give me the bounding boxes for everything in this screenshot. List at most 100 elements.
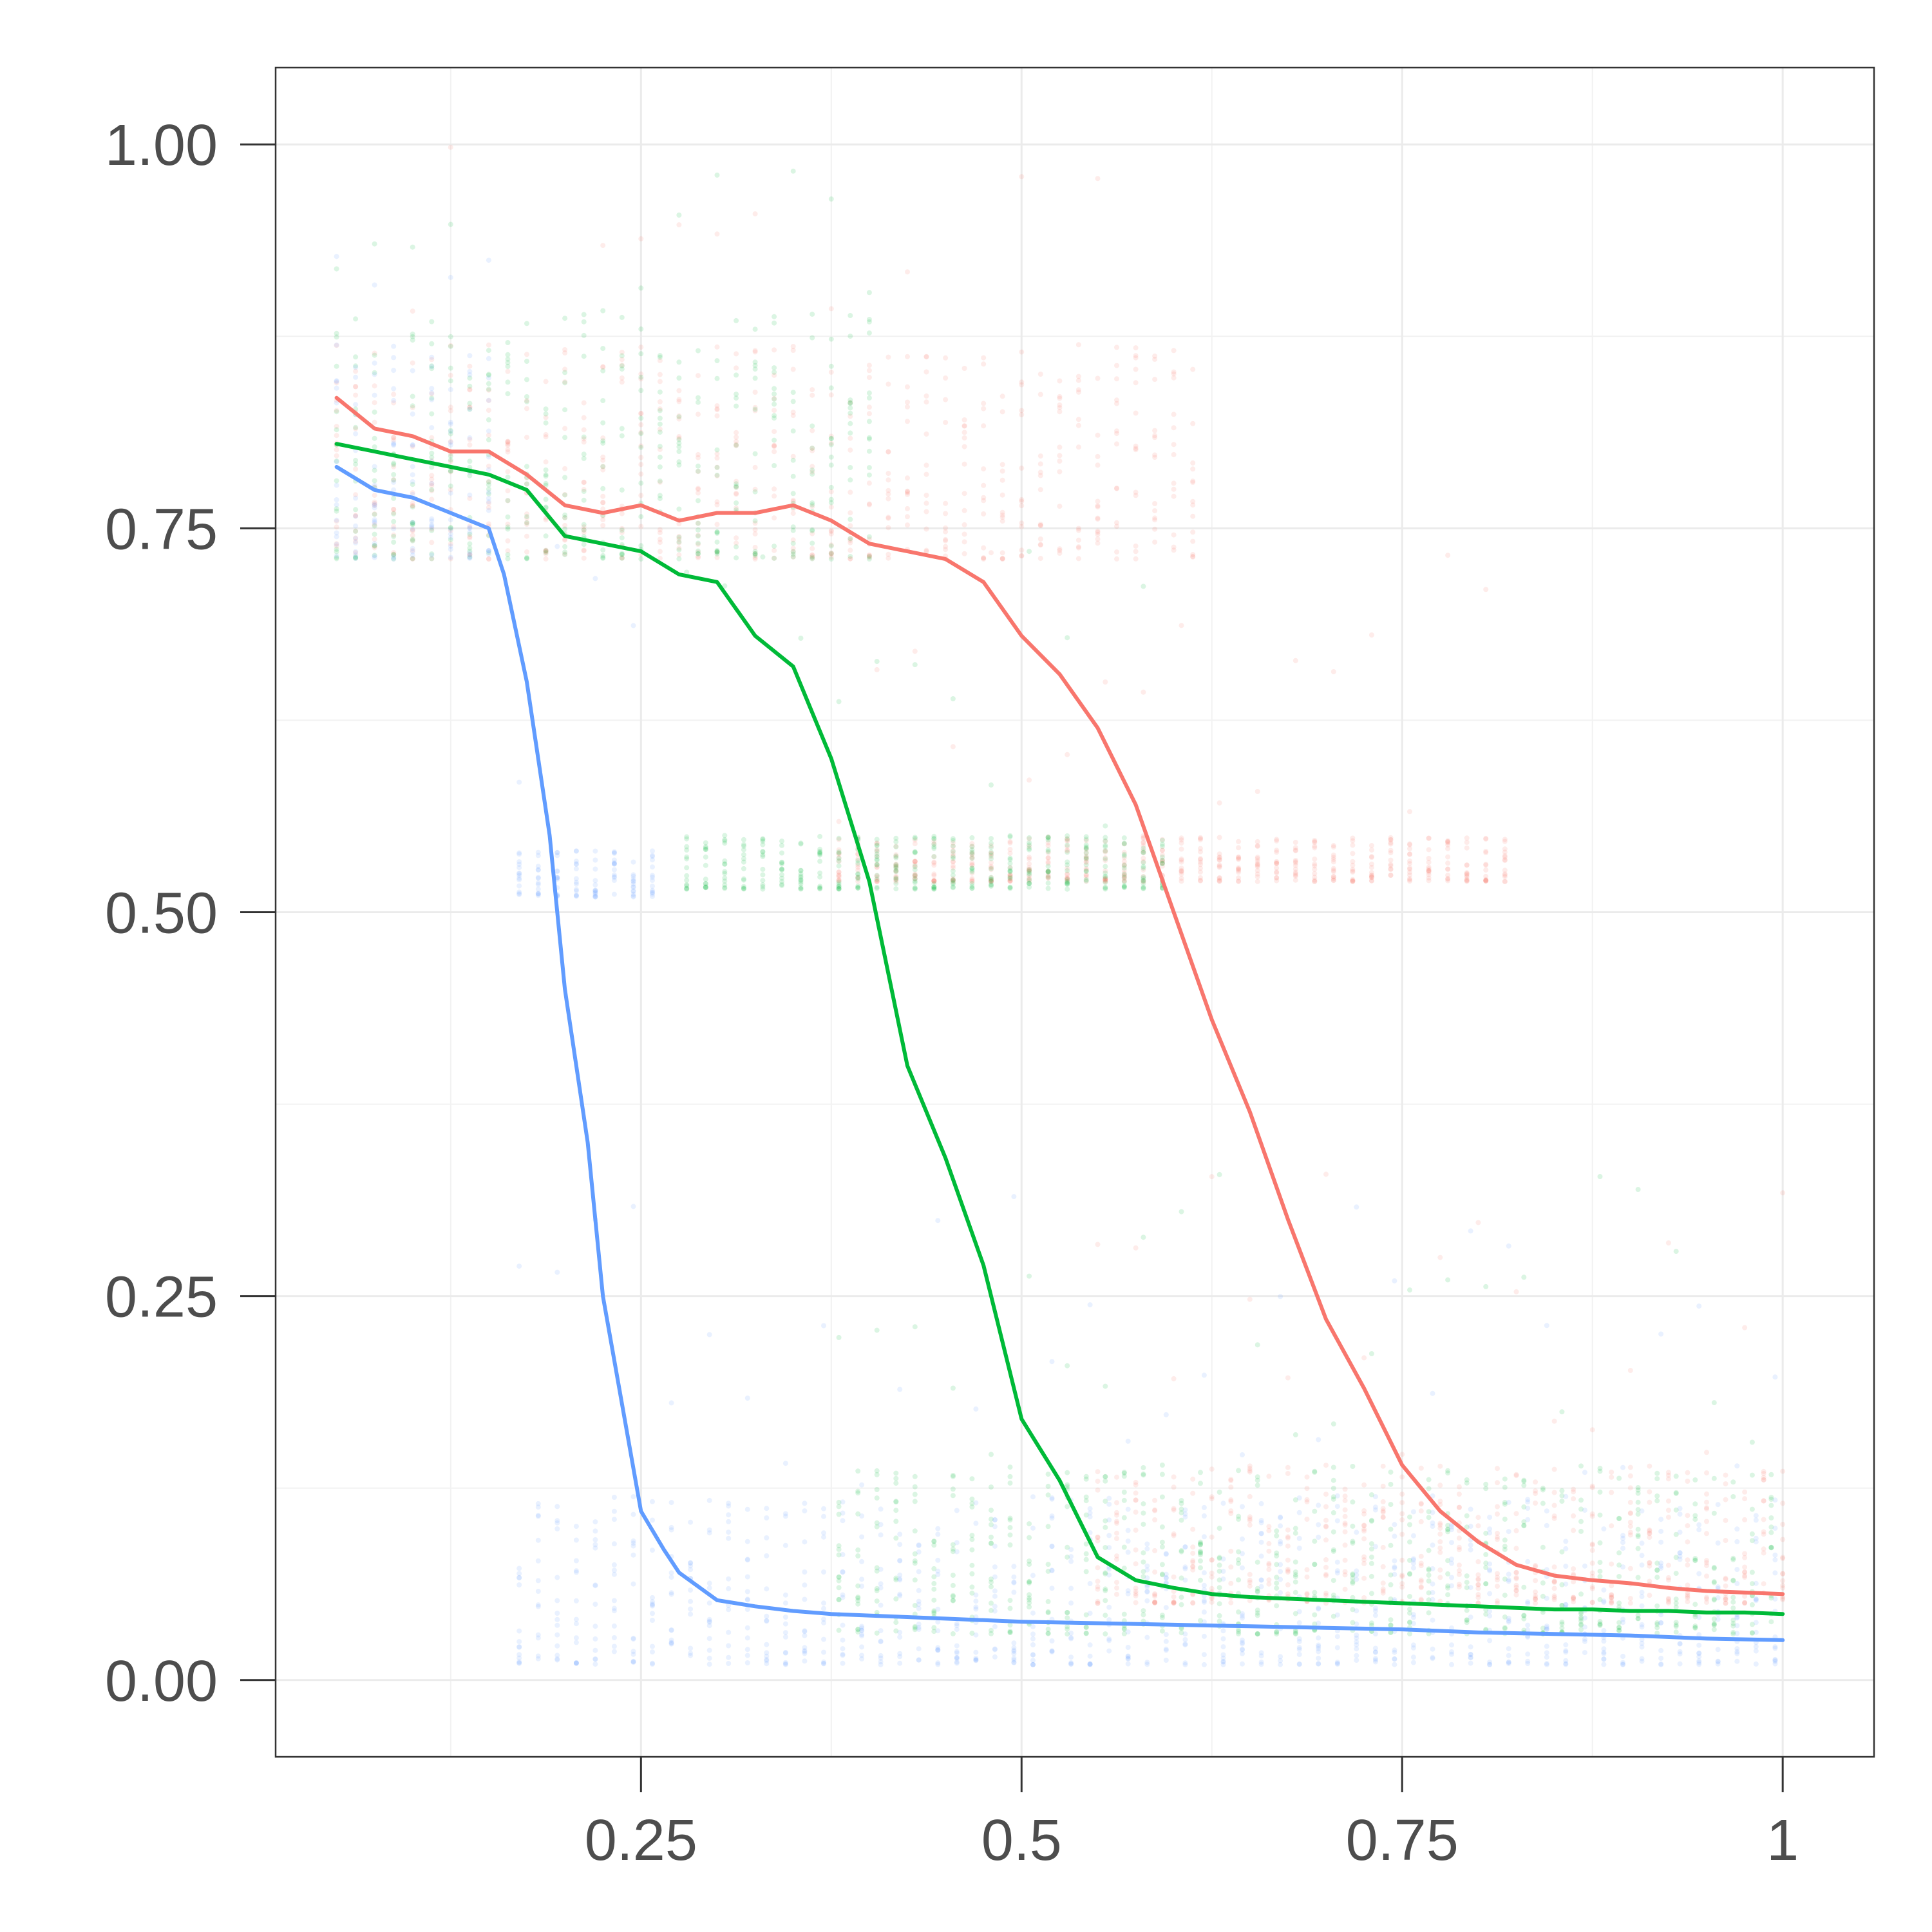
scatter-point (1293, 873, 1298, 879)
scatter-point (1742, 1555, 1748, 1560)
scatter-point (600, 368, 606, 374)
scatter-point (650, 1499, 655, 1504)
scatter-point (1258, 1539, 1264, 1545)
scatter-point (1121, 851, 1127, 857)
scatter-point (1182, 1564, 1188, 1570)
scatter-point (706, 1616, 712, 1622)
scatter-point (886, 354, 891, 360)
scatter-point (1426, 860, 1432, 865)
scatter-point (1179, 1501, 1184, 1506)
scatter-point (1609, 1592, 1615, 1598)
scatter-point (1027, 1521, 1032, 1527)
scatter-point (1103, 876, 1108, 882)
scatter-point (782, 1542, 788, 1548)
scatter-point (638, 236, 644, 242)
scatter-point (1658, 1528, 1664, 1534)
scatter-point (516, 1639, 522, 1645)
scatter-point (836, 1627, 842, 1633)
scatter-point (1571, 1595, 1577, 1600)
scatter-point (1228, 1499, 1234, 1504)
scatter-point (734, 535, 739, 541)
scatter-point (1350, 851, 1356, 857)
scatter-point (1449, 1560, 1454, 1566)
scatter-point (1772, 1497, 1778, 1503)
scatter-point (1772, 1374, 1778, 1380)
scatter-point (893, 1519, 899, 1524)
scatter-point (1658, 1662, 1664, 1667)
scatter-point (562, 526, 568, 532)
scatter-point (372, 553, 377, 558)
scatter-point (1068, 1635, 1074, 1640)
scatter-point (1665, 1476, 1671, 1482)
scatter-point (1350, 1607, 1356, 1613)
scatter-point (1749, 1622, 1755, 1627)
scatter-point (1019, 465, 1025, 471)
scatter-point (1075, 389, 1081, 395)
scatter-point (1761, 1581, 1766, 1587)
scatter-point (505, 514, 511, 520)
scatter-point (855, 858, 861, 864)
scatter-point (893, 1499, 899, 1505)
scatter-point (752, 327, 758, 332)
scatter-point (334, 330, 339, 336)
scatter-point (1559, 1603, 1565, 1608)
scatter-point (1464, 862, 1470, 868)
scatter-point (1095, 1600, 1101, 1606)
scatter-point (1152, 356, 1158, 362)
scatter-point (573, 858, 579, 864)
scatter-point (1388, 837, 1394, 843)
scatter-point (836, 878, 842, 884)
scatter-point (1589, 1570, 1595, 1576)
scatter-point (429, 553, 435, 558)
scatter-point (836, 851, 842, 857)
scatter-point (1551, 1596, 1557, 1602)
scatter-point (923, 547, 929, 553)
scatter-point (448, 440, 453, 445)
scatter-point (859, 1624, 865, 1629)
scatter-point (1285, 1557, 1291, 1563)
scatter-point (912, 1603, 918, 1608)
scatter-point (1464, 1580, 1470, 1586)
scatter-point (353, 540, 359, 545)
scatter-point (1647, 1560, 1653, 1566)
scatter-point (855, 875, 861, 880)
scatter-point (592, 1545, 598, 1551)
scatter-point (1551, 1593, 1557, 1599)
scatter-point (836, 1578, 842, 1584)
scatter-point (1368, 843, 1374, 848)
scatter-point (836, 1499, 842, 1505)
scatter-point (1217, 862, 1222, 868)
scatter-point (1152, 377, 1158, 383)
scatter-point (772, 444, 777, 450)
scatter-point (1449, 1583, 1454, 1589)
scatter-point (486, 548, 491, 554)
scatter-point (334, 518, 339, 524)
scatter-point (1121, 841, 1127, 847)
scatter-point (668, 1590, 674, 1596)
scatter-point (954, 1540, 960, 1546)
scatter-point (828, 462, 834, 468)
scatter-point (1342, 1529, 1348, 1535)
scatter-point (1437, 1499, 1443, 1504)
scatter-point (486, 499, 491, 505)
scatter-point (1513, 1584, 1519, 1590)
scatter-point (1323, 1171, 1329, 1177)
scatter-point (1483, 850, 1489, 855)
scatter-point (836, 876, 842, 882)
scatter-point (334, 556, 339, 562)
scatter-point (1293, 1579, 1298, 1585)
scatter-point (1407, 1619, 1412, 1625)
scatter-point (1464, 1524, 1470, 1530)
scatter-point (630, 1635, 636, 1641)
scatter-point (1065, 871, 1070, 876)
scatter-point (524, 556, 529, 562)
scatter-point (874, 873, 880, 878)
scatter-point (1407, 1522, 1412, 1528)
scatter-point (802, 1633, 808, 1638)
scatter-point (1133, 1479, 1139, 1485)
scatter-point (467, 404, 473, 410)
scatter-point (897, 1660, 903, 1666)
scatter-point (1704, 1491, 1709, 1497)
scatter-point (1312, 857, 1318, 862)
scatter-point (467, 492, 473, 498)
